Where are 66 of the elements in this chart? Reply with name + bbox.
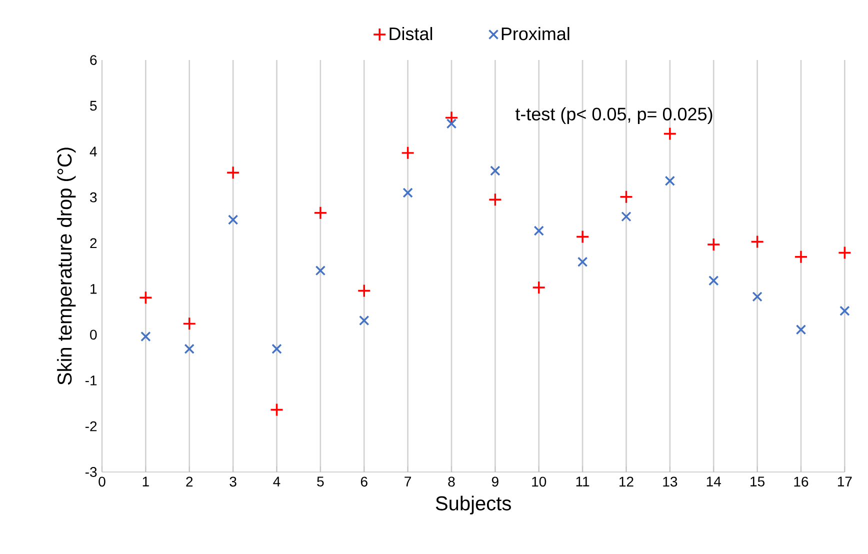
point xyxy=(488,192,502,206)
point xyxy=(446,118,457,129)
x-tick-label: 5 xyxy=(317,476,324,486)
point xyxy=(577,256,588,267)
y-tick-label: 0 xyxy=(90,330,97,340)
point xyxy=(840,306,850,316)
point xyxy=(708,276,719,286)
legend-label: Proximal xyxy=(502,27,570,40)
y-axis-title: Skin temperature drop (°C) xyxy=(57,148,76,385)
x-axis-title: Subjects xyxy=(436,496,511,514)
point xyxy=(138,290,153,304)
x-tick-label: 7 xyxy=(404,476,411,486)
y-tick-label: -1 xyxy=(85,376,97,386)
point xyxy=(576,230,590,244)
point xyxy=(752,292,762,302)
x-tick-label: 11 xyxy=(576,476,590,486)
x-tick-label: 15 xyxy=(750,476,764,486)
y-tick-label: -3 xyxy=(85,467,97,477)
point xyxy=(402,188,413,198)
y-tick-label: 1 xyxy=(90,284,97,294)
x-tick-label: 10 xyxy=(532,476,546,487)
x-tick-label: 17 xyxy=(838,476,852,486)
x-tick-label: 14 xyxy=(706,476,721,486)
point xyxy=(315,265,326,276)
point xyxy=(621,211,632,222)
x-tick-label: 1 xyxy=(142,476,149,486)
legend-label: Distal xyxy=(390,27,432,40)
x-tick-label: 13 xyxy=(663,476,678,487)
point xyxy=(140,331,151,342)
x-tick-label: 9 xyxy=(492,476,498,487)
point xyxy=(750,234,764,249)
point xyxy=(838,246,852,260)
point xyxy=(184,344,194,354)
point xyxy=(359,315,370,326)
point xyxy=(794,250,808,264)
x-tick-label: 3 xyxy=(230,476,236,487)
y-tick-label: 6 xyxy=(90,55,97,65)
point xyxy=(796,324,806,335)
y-tick-label: -2 xyxy=(85,421,97,432)
y-tick-label: 5 xyxy=(90,100,97,111)
point xyxy=(226,166,240,180)
x-tick-label: 2 xyxy=(186,476,193,486)
y-tick-label: 4 xyxy=(90,146,97,156)
point xyxy=(314,206,328,220)
x-tick-label: 4 xyxy=(273,476,280,486)
point xyxy=(706,238,720,252)
point xyxy=(619,190,634,204)
y-tick-label: 3 xyxy=(90,192,97,202)
x-tick-label: 8 xyxy=(448,476,455,487)
point xyxy=(664,176,676,186)
point xyxy=(534,226,544,236)
point xyxy=(663,126,677,141)
y-tick-label: 2 xyxy=(90,238,97,248)
annotation: t-test (p< 0.05, p= 0.025) xyxy=(515,107,712,124)
point xyxy=(182,316,196,331)
x-tick-label: 12 xyxy=(620,476,634,486)
point xyxy=(270,402,284,417)
point xyxy=(357,284,371,298)
x-tick-label: 0 xyxy=(98,476,106,487)
x-tick-label: 16 xyxy=(794,476,808,487)
point xyxy=(272,344,282,354)
point xyxy=(400,146,415,160)
point xyxy=(532,280,546,294)
point xyxy=(490,166,500,176)
x-tick-label: 6 xyxy=(360,476,368,487)
point xyxy=(228,214,238,225)
